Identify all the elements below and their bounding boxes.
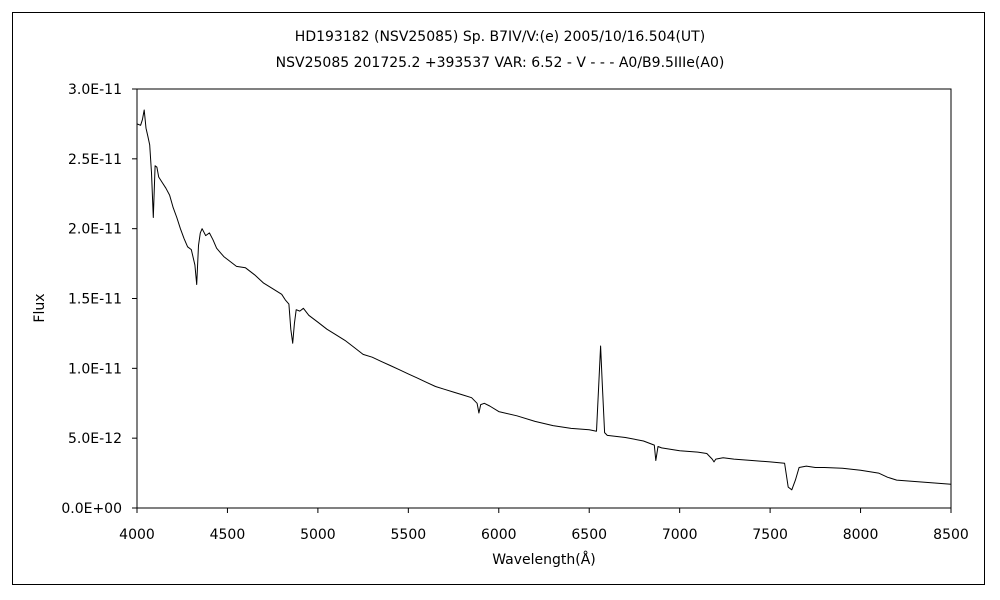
y-tick-label: 0.0E+00: [61, 501, 122, 517]
x-tick-label: 5500: [391, 527, 427, 543]
x-tick-label: 7500: [752, 527, 788, 543]
chart-title: HD193182 (NSV25085) Sp. B7IV/V:(e) 2005/…: [295, 29, 705, 45]
x-tick-label: 4000: [119, 527, 155, 543]
x-axis-label: Wavelength(Å): [492, 551, 596, 568]
y-tick-label: 5.0E-12: [68, 431, 122, 447]
x-tick-label: 8000: [843, 527, 879, 543]
x-tick-label: 7000: [662, 527, 698, 543]
y-tick-label: 1.0E-11: [68, 361, 122, 377]
x-tick-label: 8500: [933, 527, 969, 543]
y-tick-label: 2.5E-11: [68, 152, 122, 168]
x-tick-label: 6500: [571, 527, 607, 543]
x-tick-label: 6000: [481, 527, 517, 543]
y-axis-label: Flux: [32, 293, 48, 322]
y-tick-label: 1.5E-11: [68, 292, 122, 308]
x-tick-label: 4500: [210, 527, 246, 543]
y-tick-label: 3.0E-11: [68, 82, 122, 98]
y-tick-label: 2.0E-11: [68, 222, 122, 238]
x-axis: 4000 4500 5000 5500 6000 6500 7000 7500 8000 8500: [119, 508, 969, 543]
chart-subtitle: NSV25085 201725.2 +393537 VAR: 6.52 - V …: [276, 55, 725, 71]
plot-area: [136, 88, 952, 509]
series-line: [136, 109, 952, 491]
y-axis: 0.0E+00 5.0E-12 1.0E-11 1.5E-11 2.0E-11 2.5E-…: [61, 82, 137, 517]
x-tick-label: 5000: [300, 527, 336, 543]
